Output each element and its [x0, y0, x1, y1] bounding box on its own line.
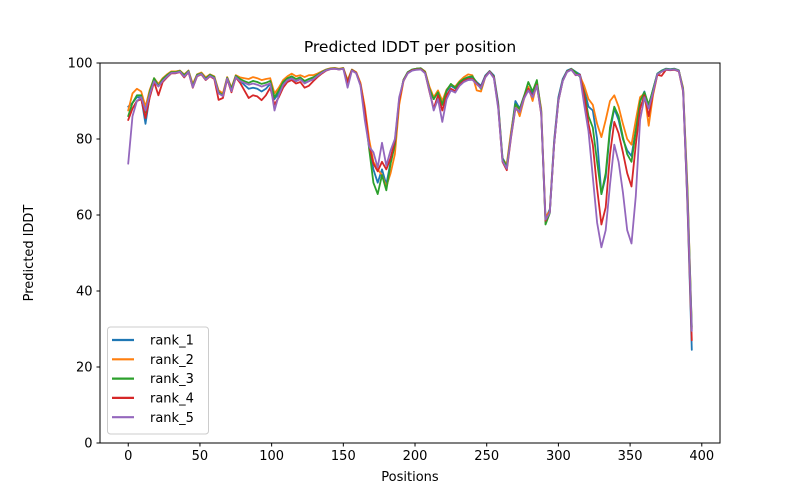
x-tick-label: 300	[546, 449, 571, 464]
x-tick-label: 200	[403, 449, 428, 464]
legend-label-rank_3: rank_3	[150, 372, 194, 387]
legend-label-rank_1: rank_1	[150, 334, 194, 349]
y-tick-label: 20	[76, 361, 93, 376]
y-tick-label: 40	[76, 285, 93, 300]
legend-label-rank_2: rank_2	[150, 353, 194, 368]
y-tick-label: 100	[68, 57, 93, 72]
x-tick-label: 50	[192, 449, 209, 464]
legend-box	[107, 326, 209, 435]
x-tick-label: 250	[474, 449, 499, 464]
x-tick-label: 400	[689, 449, 714, 464]
x-axis-label: Positions	[381, 470, 439, 485]
series-lines	[127, 67, 693, 351]
legend: rank_1 rank_2 rank_3 rank_4 rank_5	[107, 326, 209, 435]
chart-title: Predicted lDDT per position	[304, 38, 516, 56]
x-tick-label: 100	[259, 449, 284, 464]
x-tick-label: 350	[618, 449, 643, 464]
x-tick-label: 0	[124, 449, 132, 464]
y-tick-label: 0	[84, 437, 92, 452]
y-tick-label: 80	[76, 133, 93, 148]
legend-label-rank_4: rank_4	[150, 392, 194, 407]
y-axis-label: Predicted lDDT	[22, 205, 37, 302]
legend-label-rank_5: rank_5	[150, 411, 194, 426]
plot-border	[99, 62, 721, 444]
line-rank_5	[127, 67, 693, 332]
plot-area: 0 50 100 150 200 250 300 350 400 0 20 40 60 80 100 rank…	[68, 57, 721, 464]
y-tick-label: 60	[76, 209, 93, 224]
x-tick-label: 150	[331, 449, 356, 464]
